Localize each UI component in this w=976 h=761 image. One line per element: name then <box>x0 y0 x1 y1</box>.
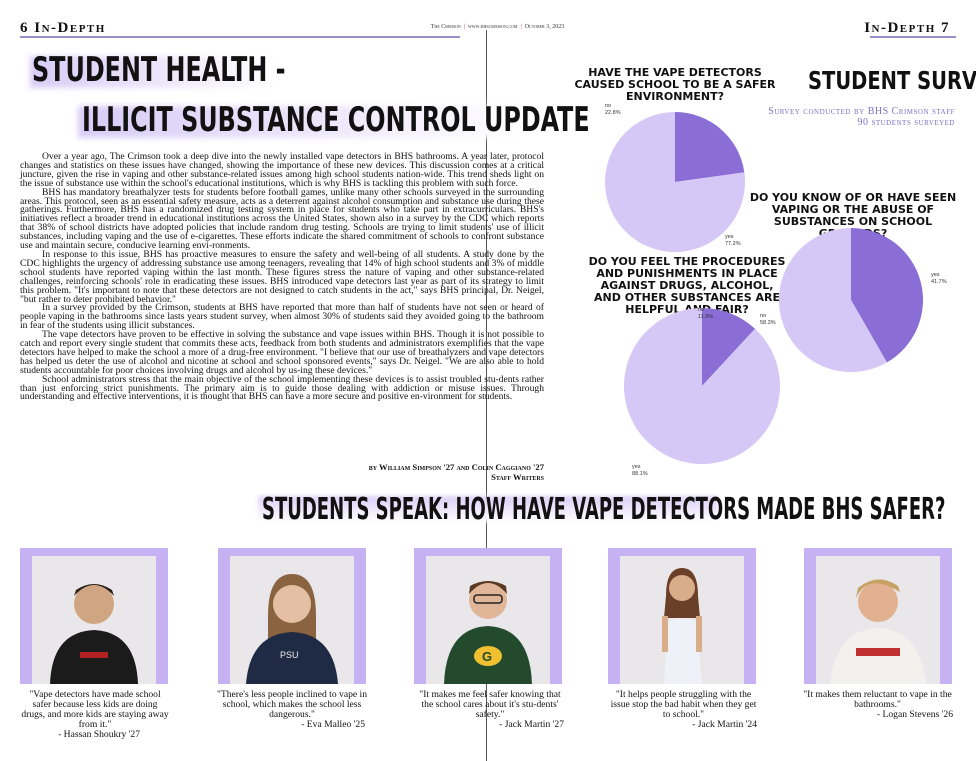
photo-placeholder: G <box>426 556 550 684</box>
quote-attribution: - Hassan Shoukry '27 <box>58 729 140 740</box>
student-portrait-icon: PSU <box>246 574 338 684</box>
article-paragraph: The vape detectors have proven to be eff… <box>20 329 544 376</box>
header-rule-right <box>870 36 956 38</box>
quote-attribution: - Logan Stevens '26 <box>876 709 953 720</box>
pie-slice-no <box>675 112 745 182</box>
byline: by William Simpson '27 and Colin Caggian… <box>300 462 544 482</box>
student-quote: "Vape detectors have made school safer b… <box>20 690 170 740</box>
quote-attribution: - Jack Martin '27 <box>499 719 564 730</box>
student-photo: PSU <box>218 548 366 684</box>
question-3: DO YOU FEEL THE PROCEDURES AND PUNISHMEN… <box>588 255 786 316</box>
photo-placeholder <box>32 556 156 684</box>
paper-name: The Crimson <box>430 24 461 30</box>
quote-text: "It makes me feel safer knowing that the… <box>419 689 561 720</box>
byline-role: Staff Writers <box>491 472 544 482</box>
pie-3-label-yes: yes 88.1% <box>632 464 648 477</box>
byline-authors: by William Simpson '27 and Colin Caggian… <box>368 462 544 472</box>
page-folio-right: In-Depth 7 <box>864 20 950 36</box>
pie-slice-yes <box>624 308 780 464</box>
svg-text:PSU: PSU <box>280 650 299 660</box>
student-quote: "It makes them reluctant to vape in the … <box>800 690 955 720</box>
pie-2-label-yes: yes 41.7% <box>931 272 947 285</box>
quote-attribution: - Jack Martin '24 <box>692 719 757 730</box>
student-portrait-icon <box>830 579 926 684</box>
article-paragraph: In response to this issue, BHS has proac… <box>20 248 544 305</box>
article-paragraph: School administrators stress that the ma… <box>20 373 544 403</box>
pie-slice-no <box>779 228 887 372</box>
pie-chart-2 <box>779 228 923 372</box>
article-body: Over a year ago, The Crimson took a deep… <box>20 151 544 403</box>
question-1: HAVE THE VAPE DETECTORS CAUSED SCHOOL TO… <box>574 66 776 103</box>
headline-highlight <box>30 56 280 88</box>
student-photo <box>804 548 952 684</box>
svg-text:G: G <box>482 649 492 664</box>
student-portrait-icon <box>662 568 702 684</box>
headline-line-1: STUDENT HEALTH - <box>32 50 286 90</box>
section-title: STUDENTS SPEAK: HOW HAVE VAPE DETECTORS … <box>262 492 946 527</box>
survey-subtitle-line-2: 90 students surveyed <box>857 117 955 128</box>
pie-2-label-no: no 58.3% <box>760 313 776 326</box>
survey-subtitle: Survey conducted by BHS Crimson staff 90… <box>740 106 955 128</box>
headline-highlight <box>78 106 533 138</box>
site-url: www.bhscrimson.com <box>468 24 518 30</box>
header-rule-left <box>20 36 460 38</box>
pie-slice-yes <box>851 228 923 363</box>
article-paragraph: BHS has mandatory breathalyzer tests for… <box>20 186 544 252</box>
survey-title: STUDENT SURVEY <box>808 66 976 95</box>
quote-text: "Vape detectors have made school safer b… <box>21 689 169 730</box>
issue-date: October 3, 2023 <box>524 24 565 30</box>
photo-placeholder <box>620 556 744 684</box>
pie-chart-1 <box>605 112 745 252</box>
student-quote: "It makes me feel safer knowing that the… <box>414 690 566 730</box>
article-paragraph: Over a year ago, The Crimson took a deep… <box>20 151 544 189</box>
student-portrait-icon: G <box>444 581 532 684</box>
section-highlight <box>258 496 718 522</box>
student-photo <box>608 548 756 684</box>
pie-chart-3 <box>624 308 780 464</box>
student-quote: "It helps people struggling with the iss… <box>606 690 761 730</box>
pie-slice-no <box>702 308 756 386</box>
page-folio-left: 6 In-Depth <box>20 20 106 36</box>
student-quote: "There's less people inclined to vape in… <box>214 690 370 730</box>
pie-3-label-no: no 11.9% <box>698 307 714 320</box>
quote-text: "It helps people struggling with the iss… <box>610 689 757 720</box>
student-photo <box>20 548 168 684</box>
quote-text: "There's less people inclined to vape in… <box>216 689 368 720</box>
page-spine <box>486 30 487 761</box>
survey-subtitle-line-1: Survey conducted by BHS Crimson staff <box>768 106 955 117</box>
student-photo: G <box>414 548 562 684</box>
student-portrait-icon <box>50 584 138 684</box>
photo-placeholder: PSU <box>230 556 354 684</box>
pie-1-label-yes: yes 77.2% <box>725 234 741 247</box>
pie-slice-yes <box>605 112 745 252</box>
photo-placeholder <box>816 556 940 684</box>
headline-line-2: ILLICIT SUBSTANCE CONTROL UPDATE <box>82 100 590 140</box>
article-paragraph: In a survey provided by the Crimson, stu… <box>20 302 544 332</box>
issue-info: The Crimson | www.bhscrimson.com | October 3… <box>430 24 565 30</box>
quote-attribution: - Eva Malleo '25 <box>301 719 365 730</box>
pie-1-label-no: no 22.8% <box>605 103 621 116</box>
quote-text: "It makes them reluctant to vape in the … <box>803 689 952 710</box>
